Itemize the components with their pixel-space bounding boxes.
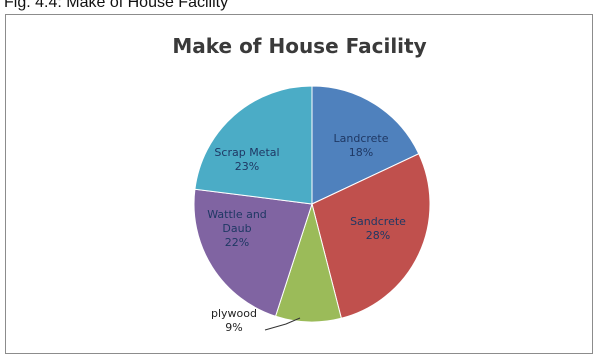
chart-title: Make of House Facility xyxy=(172,34,427,58)
pie-chart: Landcrete 18% Sandcrete 28% plywood 9% Wattle … xyxy=(193,85,431,334)
slice-label-scrap-metal: Scrap Metal 23% xyxy=(214,146,279,173)
pie-slice-wattle-and-daub xyxy=(193,188,313,317)
leader-line-plywood xyxy=(264,317,301,331)
slice-label-sandcrete: Sandcrete 28% xyxy=(350,215,406,242)
figure-caption: Fig. 4.4: Make of House Facility xyxy=(4,0,229,11)
pie-slice-sandcrete xyxy=(311,153,431,319)
pie-slice-scrap-metal xyxy=(194,85,313,205)
slice-label-landcrete: Landcrete 18% xyxy=(334,132,389,159)
slice-label-plywood: plywood 9% xyxy=(211,307,257,334)
slice-label-wattle-and-daub: Wattle and Daub 22% xyxy=(207,208,267,249)
pie-slice-landcrete xyxy=(311,85,420,205)
